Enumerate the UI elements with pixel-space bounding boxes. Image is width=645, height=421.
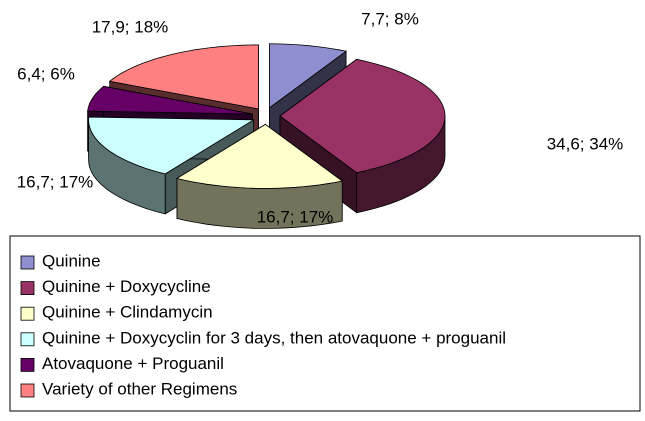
legend-label: Atovaquone + Proguanil bbox=[42, 354, 224, 373]
data-label: 34,6; 34% bbox=[547, 134, 624, 153]
legend-label: Quinine bbox=[42, 251, 101, 270]
legend-label: Quinine + Doxycyclin for 3 days, then at… bbox=[42, 328, 506, 347]
legend-swatch bbox=[20, 332, 35, 347]
legend-swatch bbox=[20, 255, 35, 270]
legend-box bbox=[9, 235, 641, 412]
data-label: 6,4; 6% bbox=[17, 64, 75, 83]
slice-top bbox=[175, 123, 344, 189]
legend-swatch bbox=[20, 357, 35, 372]
legend-swatch bbox=[20, 383, 35, 398]
data-label: 7,7; 8% bbox=[361, 9, 419, 28]
pie-slice bbox=[175, 123, 344, 229]
legend-label: Quinine + Clindamycin bbox=[42, 303, 213, 322]
slice-top bbox=[108, 44, 259, 110]
data-label: 17,9; 18% bbox=[92, 17, 169, 36]
legend-label: Variety of other Regimens bbox=[42, 379, 237, 398]
legend-swatch bbox=[20, 306, 35, 321]
slice-top bbox=[88, 116, 255, 175]
slice-top bbox=[279, 58, 446, 174]
data-label: 16,7; 17% bbox=[257, 207, 334, 226]
legend-label: Quinine + Doxycycline bbox=[42, 277, 211, 296]
slice-top bbox=[269, 43, 348, 109]
legend-swatch bbox=[20, 281, 35, 296]
slice-top bbox=[87, 85, 253, 115]
data-label: 16,7; 17% bbox=[17, 172, 94, 191]
